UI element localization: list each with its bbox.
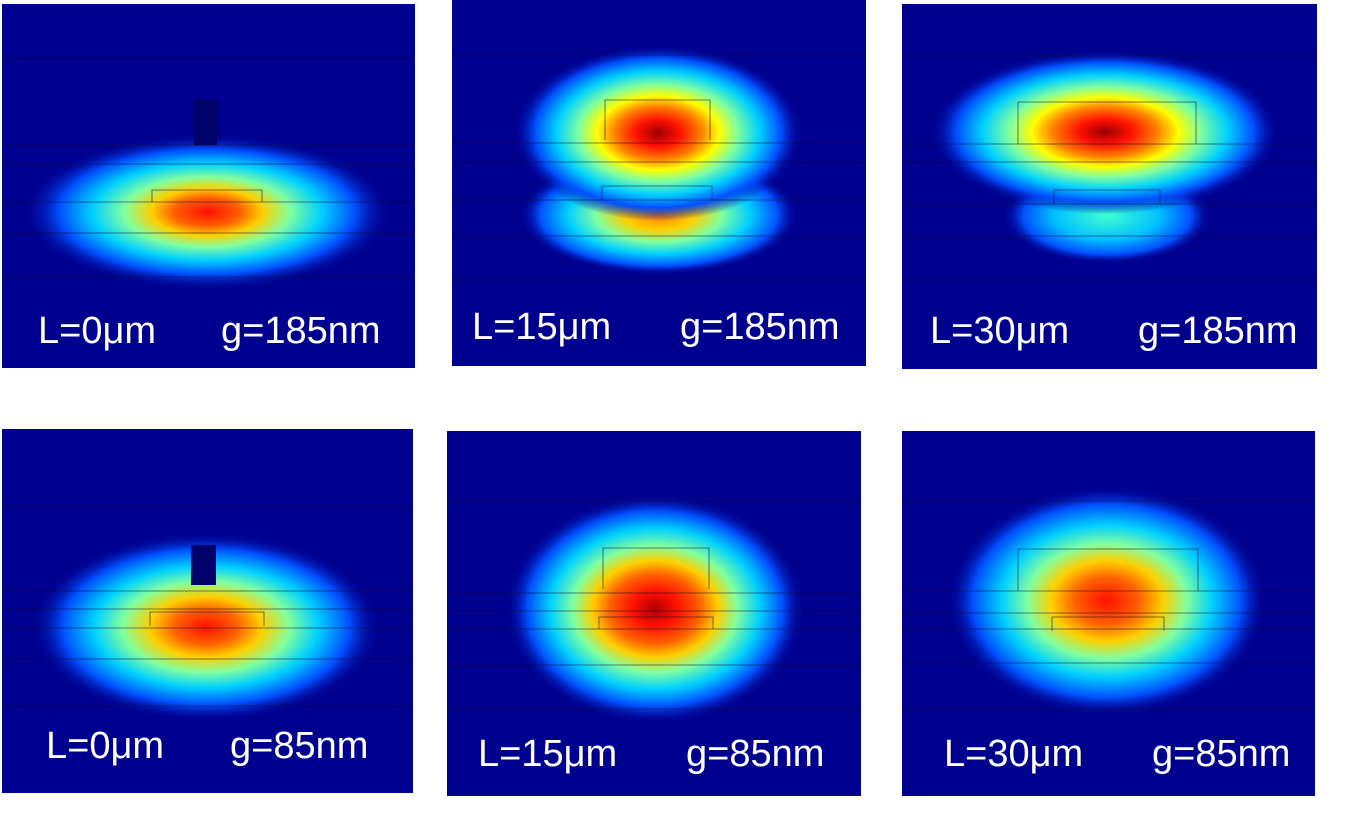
field-map-l15-g85	[447, 431, 861, 796]
mode-panel-l30-g185: L=30μm g=185nm	[902, 4, 1317, 369]
mode-panel-l15-g85: L=15μm g=85nm	[447, 431, 861, 796]
length-label: L=0μm	[38, 310, 157, 352]
length-label: L=15μm	[478, 733, 618, 775]
gap-label: g=185nm	[221, 310, 381, 352]
mode-panel-l0-g185: L=0μm g=185nm	[2, 4, 415, 368]
gap-label: g=85nm	[686, 733, 825, 775]
field-map-l0-g185	[2, 4, 415, 368]
mode-panel-l15-g185: L=15μm g=185nm	[452, 0, 866, 366]
mode-panel-l30-g85: L=30μm g=85nm	[902, 431, 1315, 796]
gap-label: g=85nm	[1152, 733, 1291, 775]
length-label: L=30μm	[944, 733, 1084, 775]
gap-label: g=185nm	[680, 306, 840, 348]
mode-panel-l0-g85: L=0μm g=85nm	[2, 429, 413, 793]
field-map-l30-g85	[902, 431, 1315, 796]
gap-label: g=85nm	[230, 725, 369, 767]
length-label: L=30μm	[930, 310, 1070, 352]
gap-label: g=185nm	[1138, 310, 1298, 352]
field-map-l15-g185	[452, 0, 866, 366]
field-map-l30-g185	[902, 4, 1317, 369]
length-label: L=15μm	[472, 306, 612, 348]
length-label: L=0μm	[46, 725, 165, 767]
field-map-l0-g85	[2, 429, 413, 793]
